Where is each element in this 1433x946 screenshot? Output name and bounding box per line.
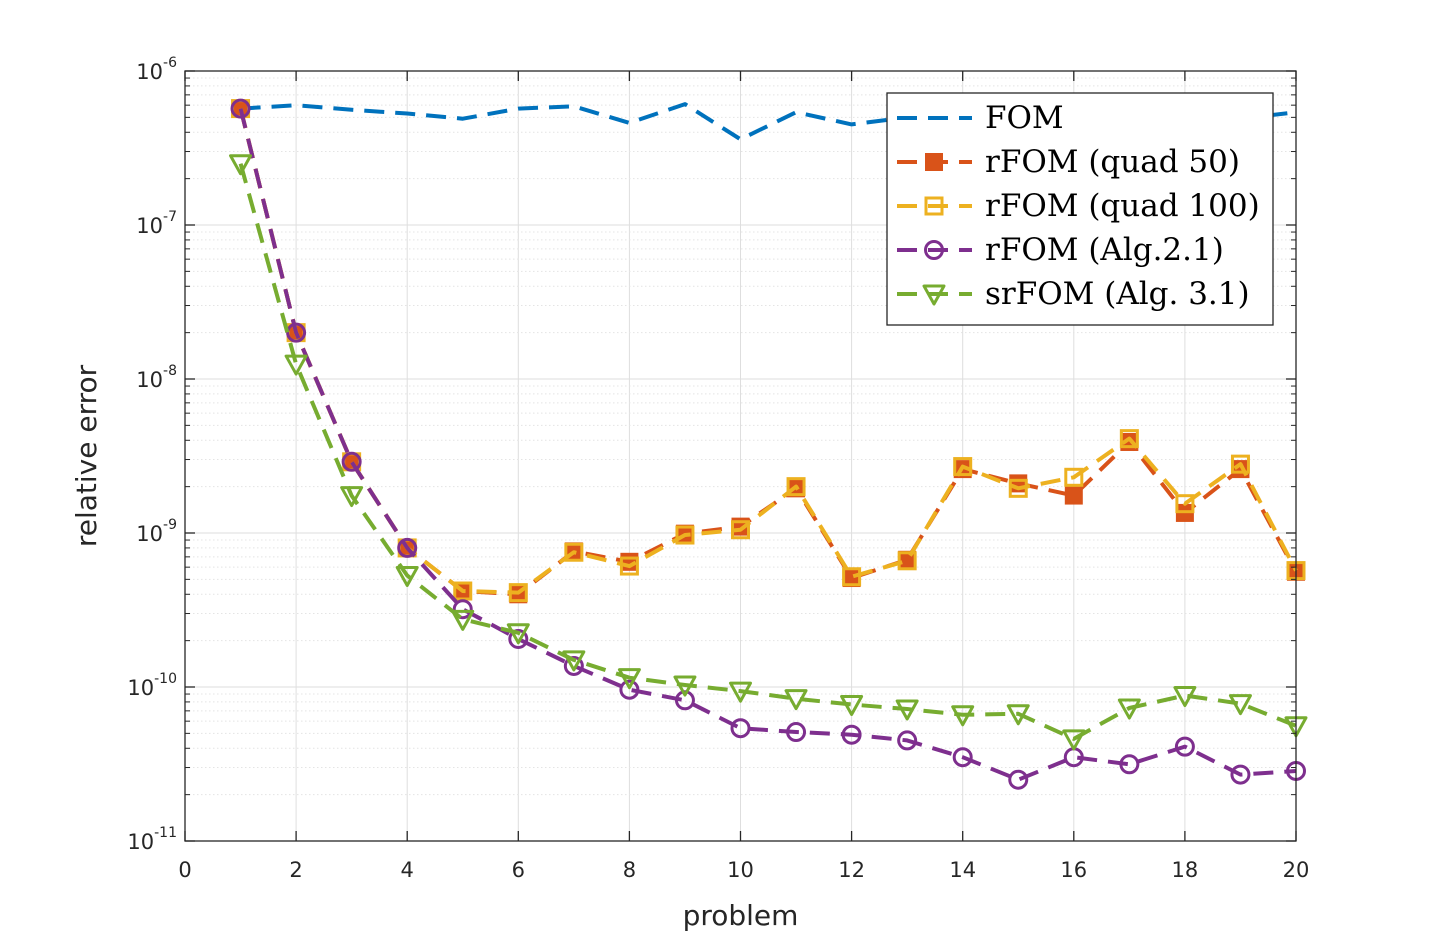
y-tick-label: 10-9 <box>136 517 177 546</box>
x-tick-label: 18 <box>1172 858 1199 882</box>
data-point-rfom-alg-2-1 <box>786 722 807 743</box>
x-tick-label: 8 <box>623 858 636 882</box>
y-tick-label: 10-7 <box>136 209 177 238</box>
legend-label: FOM <box>985 100 1064 136</box>
data-point-rfom-quad-100 <box>453 581 473 601</box>
data-point-srfom-alg-3-1 <box>340 486 364 508</box>
data-point-rfom-quad-100 <box>731 520 750 540</box>
x-axis-label: problem <box>683 899 799 932</box>
data-point-srfom-alg-3-1 <box>729 681 752 703</box>
data-point-rfom-alg-2-1 <box>452 599 473 620</box>
y-tick-label: 10-8 <box>136 363 177 392</box>
data-point-srfom-alg-3-1 <box>506 623 530 645</box>
data-point-rfom-alg-2-1 <box>341 451 362 472</box>
legend-item-rfom-quad-50: rFOM (quad 50) <box>897 144 1240 180</box>
x-tick-label: 14 <box>949 858 976 882</box>
data-point-srfom-alg-3-1 <box>562 650 586 672</box>
data-point-rfom-quad-100 <box>675 525 695 545</box>
data-point-srfom-alg-3-1 <box>395 565 419 587</box>
data-point-rfom-alg-2-1 <box>1119 754 1140 775</box>
legend-label: rFOM (Alg.2.1) <box>985 232 1224 268</box>
series-srfom-alg-3-1 <box>229 154 1308 751</box>
data-point-srfom-alg-3-1 <box>1117 698 1141 720</box>
legend-marker <box>925 153 943 171</box>
data-point-rfom-alg-2-1 <box>841 724 862 745</box>
data-point-srfom-alg-3-1 <box>1173 686 1197 708</box>
data-point-rfom-alg-2-1 <box>508 628 529 649</box>
legend-marker <box>922 284 946 306</box>
legend: FOM rFOM (quad 50) rFOM (quad 100) rFOM (Al… <box>886 92 1274 326</box>
data-point-rfom-quad-100 <box>953 457 973 477</box>
data-point-rfom-quad-50 <box>1064 486 1083 505</box>
y-tick-label: 10-6 <box>136 55 177 84</box>
data-point-srfom-alg-3-1 <box>840 694 864 716</box>
data-point-rfom-quad-100 <box>1230 454 1250 474</box>
data-point-rfom-alg-2-1 <box>230 98 251 119</box>
legend-item-fom: FOM <box>897 100 1064 136</box>
x-tick-label: 10 <box>727 858 754 882</box>
data-point-rfom-alg-2-1 <box>286 322 307 343</box>
data-point-srfom-alg-3-1 <box>617 668 641 690</box>
data-point-srfom-alg-3-1 <box>895 699 919 721</box>
data-point-srfom-alg-3-1 <box>229 154 253 176</box>
data-point-srfom-alg-3-1 <box>1062 729 1086 751</box>
data-point-rfom-alg-2-1 <box>1008 769 1029 790</box>
legend-marker <box>924 196 944 216</box>
y-tick-label: 10-10 <box>127 671 177 700</box>
y-axis-label: relative error <box>70 364 103 547</box>
x-tick-label: 16 <box>1060 858 1087 882</box>
data-point-rfom-quad-100 <box>1175 494 1195 514</box>
data-point-srfom-alg-3-1 <box>284 354 308 376</box>
legend-item-srfom-alg-3-1: srFOM (Alg. 3.1) <box>897 276 1250 312</box>
x-tick-label: 4 <box>401 858 414 882</box>
axis-ticks: 0 2 4 6 8 10 12 14 16 18 20 10-11 10-10 10-9 10-8 10-7 1… <box>127 55 1309 882</box>
legend-item-rfom-quad-100: rFOM (quad 100) <box>897 188 1260 224</box>
data-point-rfom-quad-100 <box>842 567 862 587</box>
data-point-srfom-alg-3-1 <box>951 705 975 727</box>
data-point-rfom-quad-100 <box>786 477 806 497</box>
data-point-rfom-alg-2-1 <box>563 655 584 676</box>
data-point-rfom-alg-2-1 <box>952 747 973 768</box>
data-point-rfom-alg-2-1 <box>1174 736 1195 757</box>
data-point-rfom-quad-100 <box>1119 429 1139 449</box>
data-point-srfom-alg-3-1 <box>1228 694 1252 716</box>
data-point-srfom-alg-3-1 <box>451 609 475 631</box>
series-line-rfom-quad-100 <box>238 108 1298 595</box>
x-tick-label: 20 <box>1283 858 1310 882</box>
data-point-rfom-alg-2-1 <box>619 679 640 700</box>
legend-marker <box>924 240 944 260</box>
data-point-rfom-quad-100 <box>897 551 917 571</box>
x-tick-label: 2 <box>289 858 302 882</box>
data-point-rfom-quad-100 <box>1064 467 1084 487</box>
data-point-rfom-alg-2-1 <box>730 718 751 739</box>
series-rfom-alg-2-1 <box>230 98 1306 790</box>
data-point-srfom-alg-3-1 <box>784 689 808 711</box>
data-point-rfom-alg-2-1 <box>897 730 918 751</box>
data-point-rfom-alg-2-1 <box>397 537 418 558</box>
legend-label: rFOM (quad 50) <box>985 144 1240 180</box>
legend-item-rfom-alg-2-1: rFOM (Alg.2.1) <box>897 232 1224 268</box>
data-point-rfom-quad-100 <box>619 556 639 576</box>
legend-label: rFOM (quad 100) <box>985 188 1260 224</box>
x-tick-label: 0 <box>178 858 191 882</box>
data-point-rfom-quad-100 <box>564 542 584 562</box>
data-point-rfom-quad-100 <box>508 583 528 603</box>
y-tick-label: 10-11 <box>127 825 177 854</box>
data-point-rfom-quad-100 <box>1008 478 1028 498</box>
legend-label: srFOM (Alg. 3.1) <box>985 276 1250 312</box>
grid <box>184 70 1297 842</box>
legend-box <box>886 92 1274 326</box>
x-tick-label: 6 <box>512 858 525 882</box>
data-point-rfom-alg-2-1 <box>1230 764 1251 785</box>
data-point-srfom-alg-3-1 <box>673 675 697 697</box>
data-point-rfom-alg-2-1 <box>674 690 695 711</box>
data-point-srfom-alg-3-1 <box>1006 704 1030 726</box>
x-tick-label: 12 <box>838 858 865 882</box>
